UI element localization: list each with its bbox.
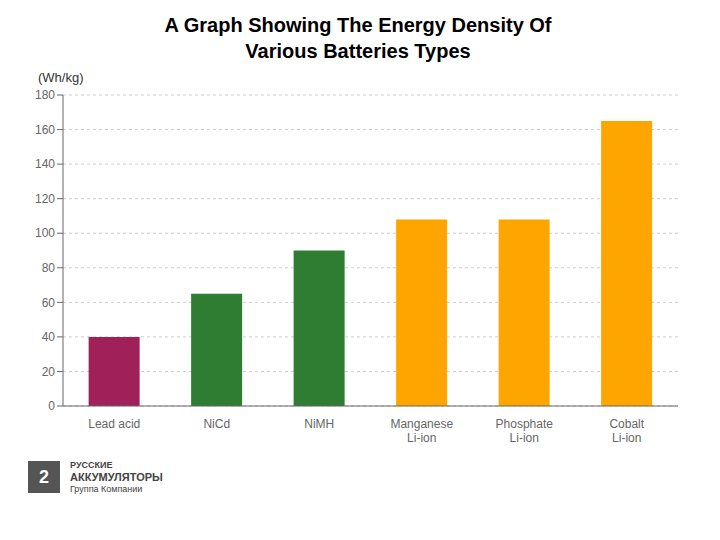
svg-text:CobaltLi-ion: CobaltLi-ion xyxy=(609,417,644,445)
svg-text:NiMH: NiMH xyxy=(304,417,334,431)
svg-text:80: 80 xyxy=(42,261,56,275)
html-text:Группа Компании: Группа Компании xyxy=(70,484,143,494)
html-text:(Wh/kg): (Wh/kg) xyxy=(38,70,84,85)
svg-text:ManganeseLi-ion: ManganeseLi-ion xyxy=(390,417,453,445)
svg-text:PhosphateLi-ion: PhosphateLi-ion xyxy=(496,417,554,445)
html-text:A Graph Showing The Energy Den: A Graph Showing The Energy Density Of xyxy=(164,14,552,36)
html-text:Various Batteries Types: Various Batteries Types xyxy=(245,40,471,62)
svg-text:40: 40 xyxy=(42,330,56,344)
html-text:РУССКИЕ: РУССКИЕ xyxy=(70,460,113,470)
svg-text:180: 180 xyxy=(35,88,55,102)
svg-text:140: 140 xyxy=(35,157,55,171)
svg-text:100: 100 xyxy=(35,226,55,240)
svg-text:0: 0 xyxy=(48,399,55,413)
html-text:АККУМУЛЯТОРЫ: АККУМУЛЯТОРЫ xyxy=(70,471,163,483)
svg-text:160: 160 xyxy=(35,123,55,137)
html-text:2: 2 xyxy=(39,466,49,487)
svg-text:20: 20 xyxy=(42,365,56,379)
svg-text:60: 60 xyxy=(42,296,56,310)
svg-text:NiCd: NiCd xyxy=(203,417,230,431)
svg-text:Lead acid: Lead acid xyxy=(88,417,140,431)
svg-text:120: 120 xyxy=(35,192,55,206)
